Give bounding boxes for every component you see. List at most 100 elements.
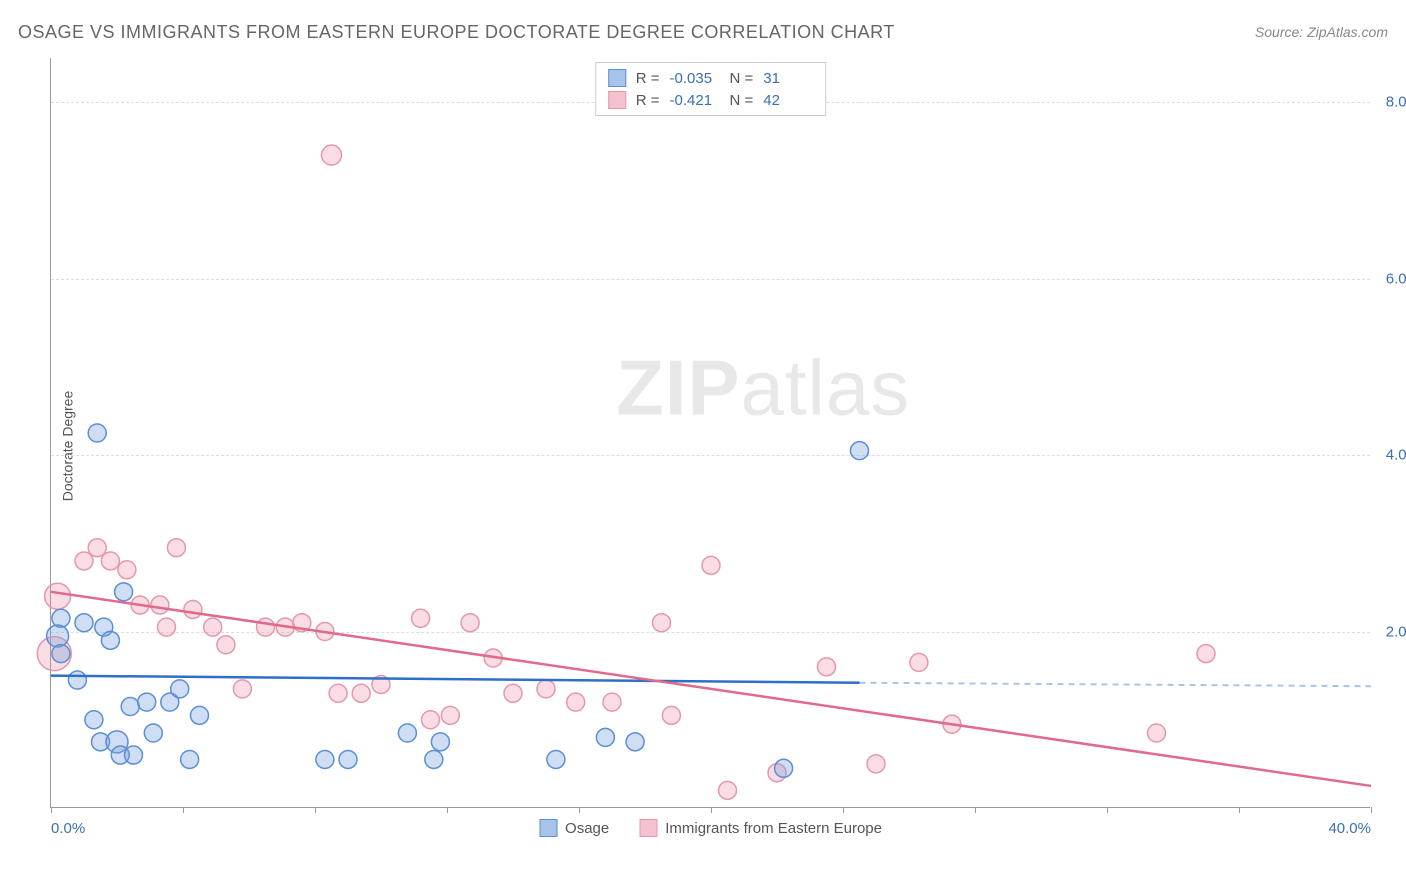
r-label: R = bbox=[636, 92, 660, 109]
data-point bbox=[68, 671, 86, 689]
data-point bbox=[101, 631, 119, 649]
data-point bbox=[257, 618, 275, 636]
x-tick-label: 0.0% bbox=[51, 820, 85, 837]
data-point bbox=[144, 724, 162, 742]
data-point bbox=[398, 724, 416, 742]
data-point bbox=[339, 750, 357, 768]
data-point bbox=[352, 684, 370, 702]
x-tick bbox=[315, 807, 316, 813]
data-point bbox=[204, 618, 222, 636]
data-point bbox=[138, 693, 156, 711]
legend-item-osage: Osage bbox=[539, 819, 609, 837]
chart-title: OSAGE VS IMMIGRANTS FROM EASTERN EUROPE … bbox=[18, 22, 895, 43]
data-point bbox=[47, 625, 69, 647]
x-tick bbox=[1107, 807, 1108, 813]
legend-label-osage: Osage bbox=[565, 820, 609, 837]
data-point bbox=[775, 759, 793, 777]
data-point bbox=[115, 583, 133, 601]
data-point bbox=[181, 750, 199, 768]
r-value-osage: -0.035 bbox=[670, 70, 720, 87]
n-value-osage: 31 bbox=[763, 70, 813, 87]
n-label: N = bbox=[730, 92, 754, 109]
x-tick bbox=[51, 807, 52, 813]
data-point bbox=[431, 733, 449, 751]
r-label: R = bbox=[636, 70, 660, 87]
data-point bbox=[461, 614, 479, 632]
data-point bbox=[851, 442, 869, 460]
data-point bbox=[118, 561, 136, 579]
data-point bbox=[85, 711, 103, 729]
x-tick bbox=[447, 807, 448, 813]
x-tick bbox=[843, 807, 844, 813]
y-tick-label: 4.0% bbox=[1386, 447, 1406, 464]
data-point bbox=[184, 600, 202, 618]
legend-stats-row-immigrants: R = -0.421 N = 42 bbox=[608, 89, 814, 111]
y-tick-label: 8.0% bbox=[1386, 94, 1406, 111]
data-point bbox=[412, 609, 430, 627]
n-value-immigrants: 42 bbox=[763, 92, 813, 109]
data-point bbox=[75, 552, 93, 570]
data-point bbox=[537, 680, 555, 698]
n-label: N = bbox=[730, 70, 754, 87]
data-point bbox=[52, 645, 70, 663]
x-tick bbox=[1371, 807, 1372, 813]
data-point bbox=[1197, 645, 1215, 663]
data-point bbox=[233, 680, 251, 698]
swatch-osage bbox=[539, 819, 557, 837]
data-point bbox=[75, 614, 93, 632]
y-tick-label: 2.0% bbox=[1386, 623, 1406, 640]
regression-line bbox=[860, 683, 1372, 687]
data-point bbox=[329, 684, 347, 702]
legend-series: Osage Immigrants from Eastern Europe bbox=[539, 819, 882, 837]
data-point bbox=[158, 618, 176, 636]
data-point bbox=[719, 781, 737, 799]
swatch-immigrants bbox=[639, 819, 657, 837]
regression-line bbox=[51, 676, 860, 683]
legend-stats: R = -0.035 N = 31 R = -0.421 N = 42 bbox=[595, 62, 827, 116]
data-point bbox=[45, 583, 71, 609]
data-point bbox=[867, 755, 885, 773]
data-point bbox=[603, 693, 621, 711]
data-point bbox=[322, 145, 342, 165]
y-tick-label: 6.0% bbox=[1386, 270, 1406, 287]
plot-area: ZIPatlas 2.0%4.0%6.0%8.0% 0.0%40.0% R = … bbox=[50, 58, 1370, 808]
swatch-immigrants bbox=[608, 91, 626, 109]
data-point bbox=[171, 680, 189, 698]
x-tick bbox=[1239, 807, 1240, 813]
data-point bbox=[547, 750, 565, 768]
x-tick bbox=[579, 807, 580, 813]
data-point bbox=[1148, 724, 1166, 742]
data-point bbox=[88, 539, 106, 557]
data-point bbox=[626, 733, 644, 751]
legend-stats-row-osage: R = -0.035 N = 31 bbox=[608, 67, 814, 89]
data-point bbox=[504, 684, 522, 702]
data-point bbox=[191, 706, 209, 724]
data-point bbox=[121, 698, 139, 716]
data-point bbox=[818, 658, 836, 676]
data-point bbox=[441, 706, 459, 724]
data-point bbox=[425, 750, 443, 768]
chart-svg bbox=[51, 58, 1370, 807]
data-point bbox=[151, 596, 169, 614]
data-point bbox=[316, 750, 334, 768]
x-tick bbox=[711, 807, 712, 813]
data-point bbox=[567, 693, 585, 711]
r-value-immigrants: -0.421 bbox=[670, 92, 720, 109]
data-point bbox=[125, 746, 143, 764]
data-point bbox=[702, 556, 720, 574]
data-point bbox=[910, 653, 928, 671]
data-point bbox=[653, 614, 671, 632]
legend-label-immigrants: Immigrants from Eastern Europe bbox=[665, 820, 882, 837]
data-point bbox=[596, 728, 614, 746]
data-point bbox=[217, 636, 235, 654]
data-point bbox=[422, 711, 440, 729]
data-point bbox=[88, 424, 106, 442]
x-tick bbox=[975, 807, 976, 813]
swatch-osage bbox=[608, 69, 626, 87]
data-point bbox=[101, 552, 119, 570]
data-point bbox=[167, 539, 185, 557]
x-tick-label: 40.0% bbox=[1328, 820, 1371, 837]
source-text: Source: ZipAtlas.com bbox=[1255, 24, 1388, 40]
x-tick bbox=[183, 807, 184, 813]
data-point bbox=[662, 706, 680, 724]
